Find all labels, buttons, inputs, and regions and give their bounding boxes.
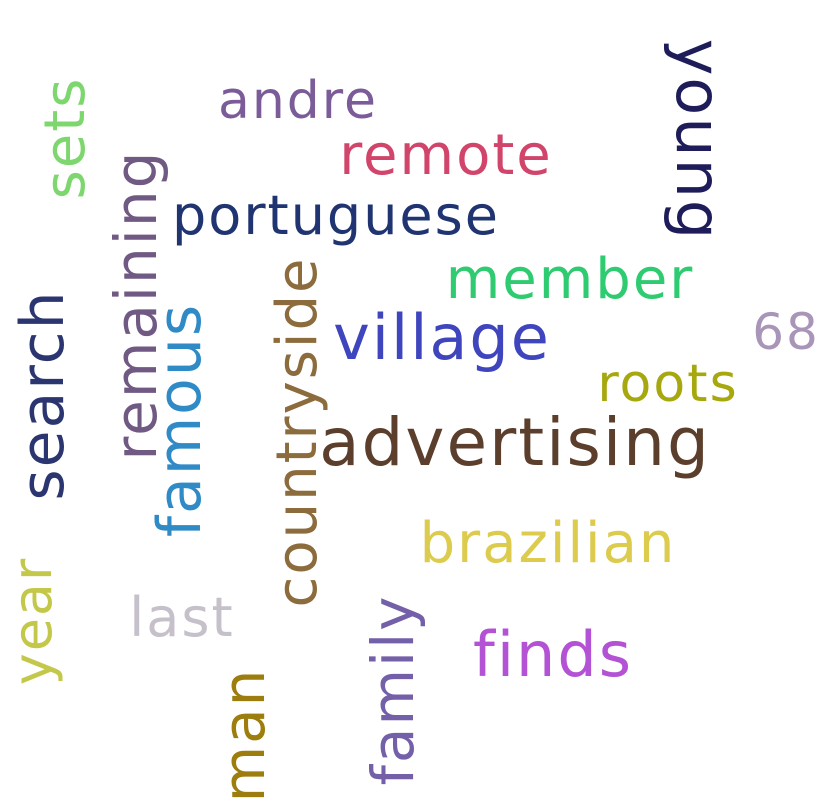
word-year: year <box>1 556 64 686</box>
word-portuguese: portuguese <box>172 184 500 247</box>
word-andre: andre <box>217 71 379 131</box>
word-young: young <box>662 38 735 242</box>
word-brazilian: brazilian <box>419 511 677 576</box>
word-man: man <box>210 667 278 800</box>
word-advertising: advertising <box>319 404 711 481</box>
word-countryside: countryside <box>265 256 330 608</box>
word-famous: famous <box>145 302 215 538</box>
word-search: search <box>8 289 78 501</box>
word-sets: sets <box>33 76 98 200</box>
word-village: village <box>333 301 551 374</box>
word-roots: roots <box>597 354 739 414</box>
word-finds: finds <box>472 618 634 691</box>
word-remote: remote <box>339 123 553 188</box>
word-member: member <box>445 247 695 312</box>
word-68: 68 <box>752 303 820 361</box>
word-family: family <box>359 594 427 786</box>
word-last: last <box>129 586 235 649</box>
